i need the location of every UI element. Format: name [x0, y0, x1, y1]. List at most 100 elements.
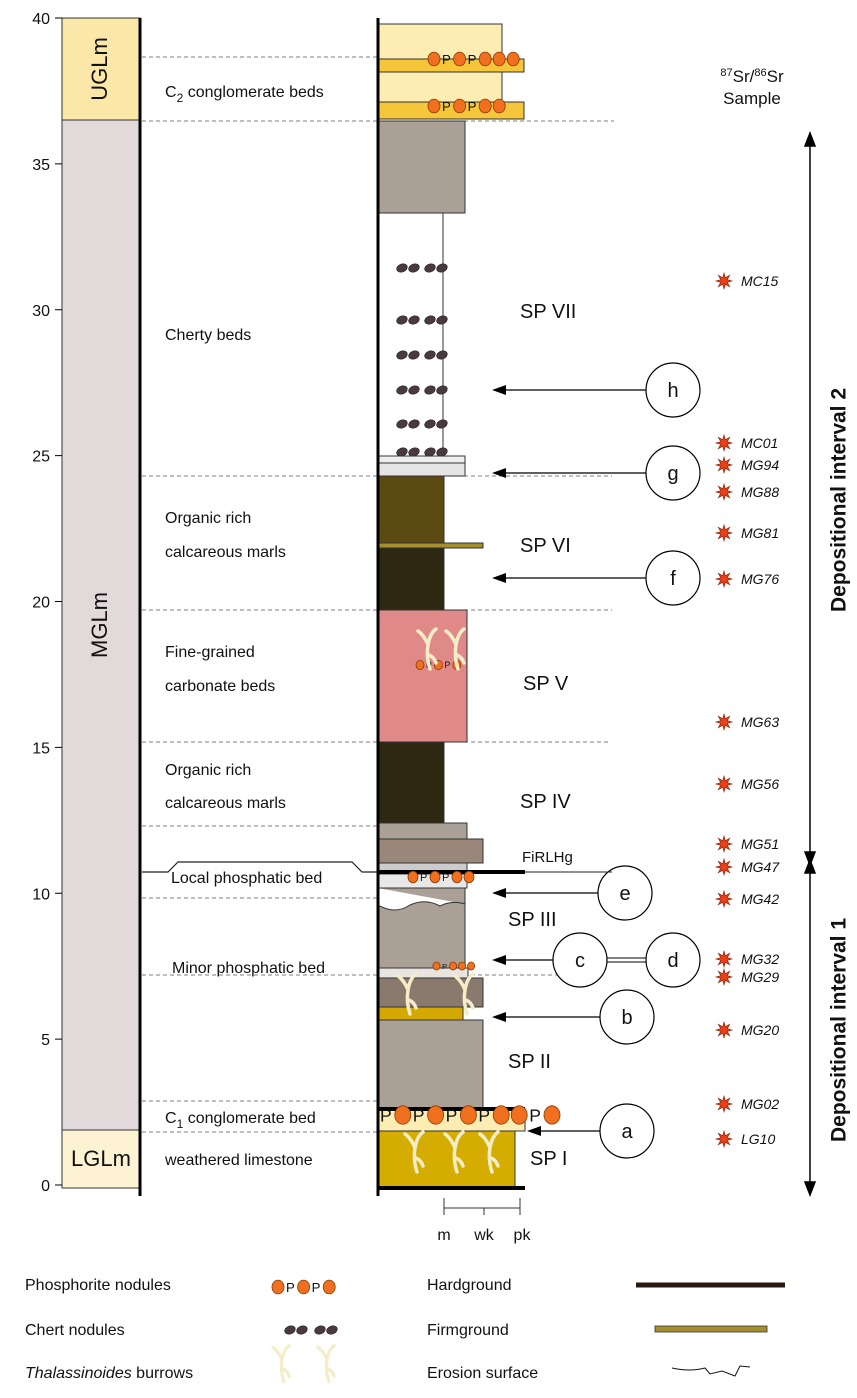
marker-label: a [621, 1121, 633, 1143]
interval-label: Depositional interval 1 [828, 918, 851, 1142]
sample-star [714, 857, 734, 877]
phosphorite-nodule [478, 51, 492, 67]
sample-star [714, 1094, 734, 1114]
sequence-label: SP IV [520, 791, 571, 813]
phosphorite-nodule [415, 660, 425, 671]
marker-label: d [667, 950, 678, 972]
log-column [376, 18, 526, 1215]
chert-nodule [396, 263, 408, 273]
nodule-letter: P [380, 1105, 392, 1125]
sample-label: MG20 [741, 1022, 779, 1038]
chert-nodule [408, 263, 420, 273]
sequence-label: SP II [508, 1051, 551, 1073]
burrow [271, 1344, 291, 1384]
chert-nodule [296, 1325, 308, 1335]
tick-label: 40 [32, 11, 50, 28]
chert-nodule [396, 419, 408, 429]
sample-label: MG32 [741, 951, 779, 967]
legend-label: Phosphorite nodules [25, 1277, 171, 1294]
phosphorite-nodule [271, 1279, 285, 1295]
unit-ugl [61, 17, 141, 121]
sequence-label: SP I [530, 1148, 567, 1170]
interval-label: Depositional interval 2 [828, 388, 851, 612]
nodule-letter: P [442, 52, 451, 67]
sample-label: MG29 [741, 969, 779, 985]
interval-arrows [803, 130, 817, 1198]
tick-label: 35 [32, 157, 50, 174]
bed-description: Cherty beds [165, 327, 251, 344]
marker-label: f [670, 568, 676, 590]
chert-nodule [436, 447, 448, 457]
chert-nodule [396, 385, 408, 395]
sample-label: MG47 [741, 859, 780, 875]
legend-label: Firmground [427, 1322, 509, 1339]
sample-star [714, 271, 734, 291]
sample-label: MG42 [741, 891, 779, 907]
nodule-letter: P [420, 872, 427, 884]
bed-description: weathered limestone [164, 1152, 313, 1169]
marker-circle [599, 1103, 655, 1159]
burrow [316, 1344, 336, 1384]
sample-star [714, 1020, 734, 1040]
phosphorite-nodule [492, 1105, 510, 1125]
marker-arrowhead [492, 1012, 506, 1022]
nodule-letter: P [446, 1105, 458, 1125]
marker-label: c [575, 950, 585, 972]
sample-label: MG76 [741, 571, 779, 587]
chert-nodule [424, 385, 436, 395]
legend-erosion [671, 1365, 751, 1377]
tick-label: 25 [32, 449, 50, 466]
unit-lgl [61, 1129, 141, 1189]
chert-nodule [436, 385, 448, 395]
chert-nodule [408, 315, 420, 325]
chert-nodule [436, 419, 448, 429]
legend-label: Hardground [427, 1277, 512, 1294]
phosphorite-nodule [506, 51, 520, 67]
chert-nodule [396, 447, 408, 457]
marker-circle [645, 445, 701, 501]
chert-nodule [314, 1325, 326, 1335]
firlhg-label: FiRLHg [522, 849, 573, 866]
chert-nodule [326, 1325, 338, 1335]
unit-label: UGLm [87, 37, 112, 101]
burrow [444, 627, 466, 671]
sample-label: LG10 [741, 1131, 775, 1147]
sample-label: MG02 [741, 1096, 779, 1112]
burrow [416, 627, 438, 671]
marker-arrowhead [492, 888, 506, 898]
nodule-letter: P [468, 52, 477, 67]
chert-nodule [408, 447, 420, 457]
phosphorite-nodule [427, 1105, 445, 1125]
marker-label: g [667, 463, 678, 485]
tick-label: 10 [32, 886, 50, 903]
sample-star [714, 889, 734, 909]
phosphorite-nodule [453, 98, 467, 114]
phosphorite-nodule [510, 1105, 528, 1125]
nodule-letter: P [286, 1280, 295, 1295]
chert-nodule [436, 315, 448, 325]
marker-arrowhead [492, 468, 506, 478]
sequence-label: SP III [508, 909, 557, 931]
chert-nodule [284, 1325, 296, 1335]
phosphorite-nodule [427, 51, 441, 67]
burrow [453, 972, 475, 1016]
marker-circle [645, 550, 701, 606]
chert-nodule [424, 350, 436, 360]
marker-label: b [621, 1007, 632, 1029]
axis: 0 5 10 15 20 25 30 35 40 [32, 11, 62, 1195]
sample-header: 87Sr/86Sr [720, 67, 784, 86]
tick-label: 20 [32, 595, 50, 612]
texture-label: wk [473, 1227, 495, 1244]
bed-description: Fine-grained [165, 644, 255, 661]
legend-label: Chert nodules [25, 1322, 125, 1339]
phosphorite-nodule [453, 51, 467, 67]
chert-nodule [424, 315, 436, 325]
sample-star [714, 834, 734, 854]
chert-nodule [436, 350, 448, 360]
sample-star [714, 774, 734, 794]
sample-star [714, 482, 734, 502]
sequence-label: SP V [523, 673, 569, 695]
phosphorite-nodule [543, 1105, 561, 1125]
chert-nodule [408, 385, 420, 395]
